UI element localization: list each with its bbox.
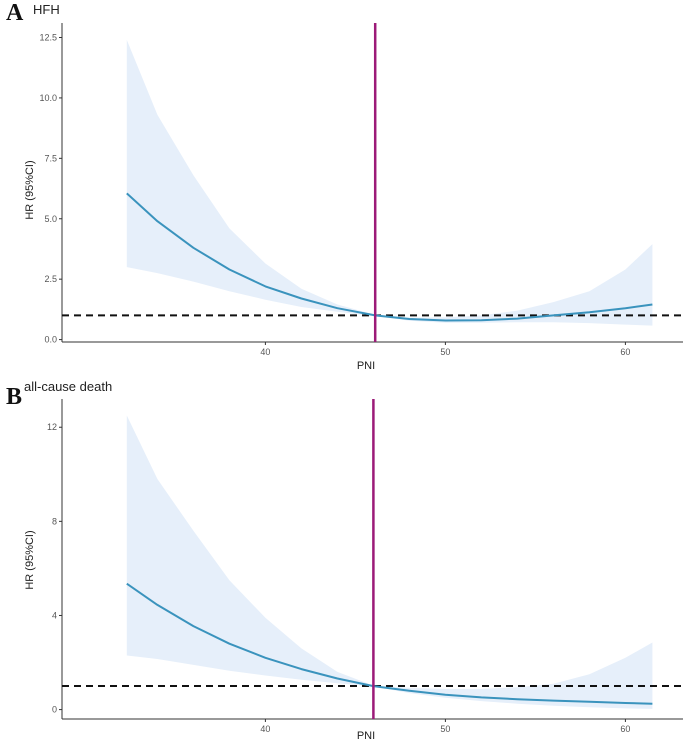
panel-b-ci-band	[126, 415, 653, 709]
panel-b-x-tick-label: 50	[440, 724, 450, 734]
panel-b-x-tick-label: 60	[620, 724, 630, 734]
panel-a-y-tick-label: 0.0	[44, 335, 57, 345]
panel-b-y-tick-label: 12	[47, 422, 57, 432]
panel-b-x-tick-label: 40	[260, 724, 270, 734]
panel-a-x-axis-title: PNI	[357, 360, 375, 372]
panel-b-letter: B	[6, 384, 22, 410]
panel-b-y-tick-label: 4	[52, 610, 57, 620]
panel-a-title: HFH	[33, 2, 60, 17]
panel-a-y-tick-label: 5.0	[44, 214, 57, 224]
panel-b-y-tick-label: 0	[52, 705, 57, 715]
panel-b-x-axis-title: PNI	[357, 730, 375, 742]
panel-a-y-tick-label: 2.5	[44, 274, 57, 284]
panel-a-hr-curve	[126, 192, 653, 322]
panel-a-y-axis-title: HR (95%CI)	[24, 160, 36, 219]
panel-b-all-cause-death: B all-cause death PNI HR (95%CI) 0 4 8 12 40…	[6, 379, 683, 742]
panel-a-letter: A	[6, 0, 24, 26]
panel-a-y-tick-label: 12.5	[39, 33, 57, 43]
panel-b-y-tick-label: 8	[52, 516, 57, 526]
panel-a-hfh: A HFH PNI HR (95%CI) 0.0 2.5 5.0 7.5 10.0 12.…	[6, 0, 683, 372]
panel-a-y-tick-label: 10.0	[39, 93, 57, 103]
panel-a-x-tick-label: 60	[620, 347, 630, 357]
panel-a-ci-band	[126, 39, 653, 326]
panel-b-y-axis-title: HR (95%CI)	[24, 530, 36, 589]
panel-b-hr-curve	[126, 582, 653, 705]
panel-a-x-tick-label: 40	[260, 347, 270, 357]
panel-b-title: all-cause death	[24, 379, 112, 394]
panel-a-y-tick-label: 7.5	[44, 153, 57, 163]
panel-a-x-tick-label: 50	[440, 347, 450, 357]
